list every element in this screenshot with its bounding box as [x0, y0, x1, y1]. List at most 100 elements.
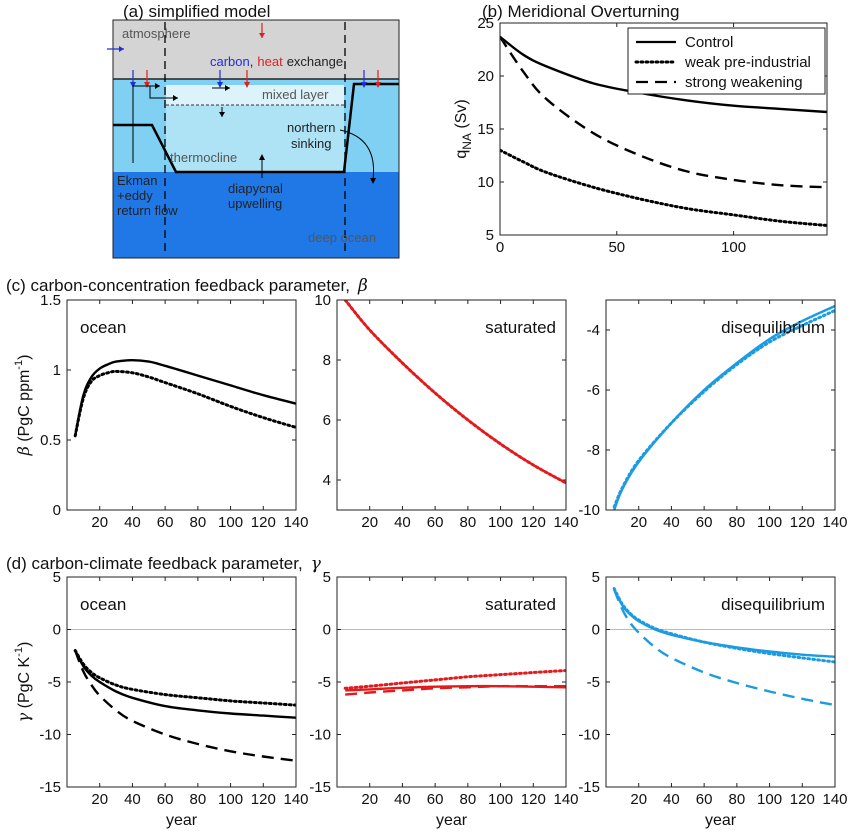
- series-line-dashed-2: [345, 684, 566, 696]
- y-tick-label: 0: [53, 622, 61, 639]
- y-tick-label: 1: [53, 362, 61, 379]
- y-tick-label: -10: [578, 502, 600, 519]
- x-tick-label: 80: [729, 514, 746, 531]
- x-tick-label: 20: [91, 791, 108, 808]
- plot-area: [606, 300, 835, 510]
- x-tick-label: 20: [361, 514, 378, 531]
- y-axis-label: β (PgC ppm-1): [13, 355, 33, 457]
- x-tick-label: 60: [157, 791, 174, 808]
- x-tick-label: 100: [721, 239, 746, 256]
- panel-label: disequilibrium: [721, 318, 825, 337]
- series-line-dotted-1: [612, 587, 835, 664]
- panel-d-disequilibrium-chart: 20 40 60 80 100 120 140 -15 -10 -5 0 5 disequilibriu…: [578, 569, 847, 829]
- x-tick-label: 100: [488, 791, 513, 808]
- thermocline-region: [166, 105, 344, 172]
- y-tick-label: 10: [314, 292, 331, 309]
- schematic-frame: [112, 19, 400, 259]
- eddy-label: +eddy: [117, 188, 153, 203]
- y-tick-label: 0: [323, 622, 331, 639]
- plot-frame: [499, 22, 828, 236]
- plot-area: [67, 300, 296, 510]
- plot-area: [67, 577, 296, 787]
- plot-area: [606, 577, 835, 787]
- y-tick-label: -5: [318, 674, 331, 691]
- y-tick-label: 0.5: [40, 432, 61, 449]
- mixed-layer-label: mixed layer: [262, 87, 329, 102]
- diapycnal-arrow-head: [259, 154, 265, 160]
- legend-label-1: weak pre-industrial: [684, 54, 811, 71]
- carbon-label: carbon: [210, 54, 250, 69]
- x-tick-label: 140: [822, 514, 847, 531]
- y-tick-label: -15: [578, 779, 600, 796]
- x-tick-label: 20: [91, 514, 108, 531]
- x-tick-label: 120: [790, 791, 815, 808]
- x-tick-label: 50: [608, 239, 625, 256]
- y-tick-label: -6: [587, 382, 600, 399]
- mixed-layer-arrow-head: [225, 85, 230, 91]
- y-tick-label: -10: [309, 727, 331, 744]
- panel-b-title: (b) Meridional Overturning: [482, 2, 679, 21]
- y-tick-label: 10: [477, 174, 494, 191]
- legend-label-2: strong weakening: [685, 74, 803, 91]
- y-tick-label: 4: [323, 472, 331, 489]
- flux-arrow-head-5: [375, 82, 381, 88]
- x-tick-label: 120: [251, 791, 276, 808]
- series-line-solid-0: [345, 684, 566, 692]
- plot-frame: [66, 576, 297, 788]
- panel-a-title: (a) simplified model: [123, 2, 270, 21]
- panel-c-saturated-chart: 20 40 60 80 100 120 140 4 6 8 10 saturated: [314, 292, 578, 531]
- panel-d-title: (d) carbon-climate feedback parameter, γ: [6, 554, 322, 574]
- x-tick-label: 140: [553, 791, 578, 808]
- y-axis-q: q: [453, 150, 470, 159]
- x-tick-label: 40: [394, 514, 411, 531]
- series-line-solid-0: [74, 649, 296, 719]
- ekman-return-flow-arrow-2: [149, 86, 178, 99]
- x-tick-label: 40: [124, 791, 141, 808]
- exchange-label: carbon, heat exchange: [210, 54, 343, 69]
- y-tick-label: -15: [39, 779, 61, 796]
- x-tick-label: 140: [283, 791, 308, 808]
- y-tick-label: 5: [53, 569, 61, 586]
- northern-sinking-arrow: [339, 129, 375, 181]
- y-axis-sup: -1: [13, 360, 25, 370]
- panel-c-ocean-chart: 20 40 60 80 100 120 140 0 0.5 1 1.5 ocean β (PgC ppm…: [13, 292, 309, 531]
- x-tick-label: 80: [190, 514, 207, 531]
- y-tick-label: -10: [39, 727, 61, 744]
- panel-d-ocean-chart: 20 40 60 80 100 120 140 -15 -10 -5 0 5 ocean year γ (P…: [13, 569, 309, 829]
- exchange-word: exchange: [287, 54, 343, 69]
- x-tick-label: 120: [521, 791, 546, 808]
- x-tick-label: 100: [218, 514, 243, 531]
- flux-arrow-head-3: [244, 82, 250, 88]
- x-axis-label: year: [705, 812, 737, 829]
- series-line-dotted-1: [73, 649, 296, 707]
- x-tick-label: 80: [190, 791, 207, 808]
- deep-ocean-layer: [113, 172, 399, 258]
- plot-frame: [605, 576, 836, 788]
- panel-label: saturated: [485, 318, 556, 337]
- y-axis-unit: (Sv): [453, 99, 470, 133]
- y-axis-close: ): [16, 355, 33, 360]
- y-tick-label: -10: [578, 727, 600, 744]
- y-tick-label: -5: [587, 674, 600, 691]
- atmosphere-label: atmosphere: [122, 26, 191, 41]
- mixed-layer-down-arrow-head: [219, 112, 225, 117]
- flux-arrows: [107, 23, 381, 88]
- panel-d-title-text: (d) carbon-climate feedback parameter,: [6, 554, 303, 573]
- x-tick-label: 20: [630, 514, 647, 531]
- flux-arrow-head-2: [217, 82, 223, 88]
- x-tick-label: 0: [496, 239, 504, 256]
- x-tick-label: 80: [460, 791, 477, 808]
- surface-flux-arrows: [130, 70, 381, 88]
- y-axis-unit: (PgC ppm: [16, 370, 33, 446]
- flux-arrow-head-0: [130, 82, 136, 88]
- x-tick-label: 100: [488, 514, 513, 531]
- thermocline-line: [113, 82, 399, 174]
- plot-frame: [336, 299, 567, 511]
- x-tick-label: 80: [460, 514, 477, 531]
- panel-c-title: (c) carbon-concentration feedback parame…: [6, 276, 368, 296]
- sinking-label: sinking: [291, 136, 331, 151]
- ekman-arrow-head-1: [155, 83, 160, 89]
- upwelling-label: upwelling: [228, 196, 282, 211]
- y-tick-label: 5: [323, 569, 331, 586]
